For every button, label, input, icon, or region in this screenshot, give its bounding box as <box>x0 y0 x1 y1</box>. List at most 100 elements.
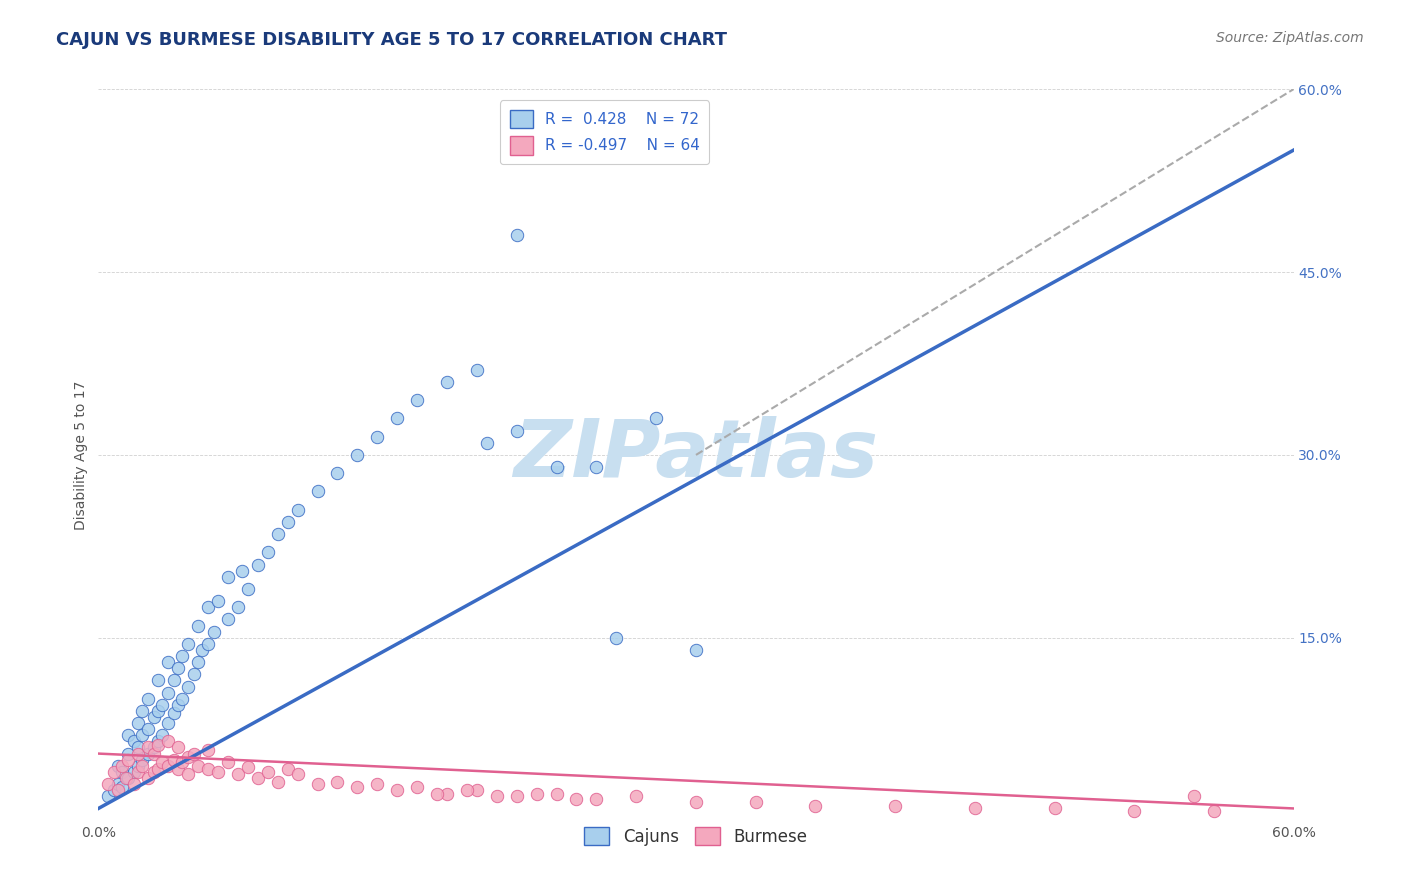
Point <box>115 771 138 785</box>
Point <box>685 796 707 810</box>
Text: Source: ZipAtlas.com: Source: ZipAtlas.com <box>1216 31 1364 45</box>
Point <box>277 515 299 529</box>
Point <box>163 673 186 688</box>
Point <box>163 706 186 721</box>
Point <box>436 375 458 389</box>
Point <box>267 774 290 789</box>
Point <box>307 484 329 499</box>
Point <box>585 460 607 475</box>
Point <box>326 466 349 480</box>
Point <box>197 600 219 615</box>
Point <box>217 755 239 769</box>
Point <box>426 787 449 801</box>
Point <box>406 780 429 794</box>
Point <box>136 771 159 785</box>
Point <box>256 545 278 559</box>
Point <box>117 728 139 742</box>
Point <box>236 760 259 774</box>
Point <box>124 734 146 748</box>
Point <box>163 753 186 767</box>
Point <box>148 704 170 718</box>
Point <box>1202 804 1225 818</box>
Text: ZIPatlas: ZIPatlas <box>513 416 879 494</box>
Point <box>183 747 205 761</box>
Point <box>256 764 278 779</box>
Point <box>127 764 149 779</box>
Point <box>143 764 166 779</box>
Point <box>246 771 269 785</box>
Point <box>236 582 259 596</box>
Point <box>346 448 368 462</box>
Point <box>127 747 149 761</box>
Point <box>506 228 529 243</box>
Point <box>217 570 239 584</box>
Point <box>136 740 159 755</box>
Point <box>172 755 194 769</box>
Point <box>103 783 125 797</box>
Point <box>506 424 529 438</box>
Point <box>143 740 166 755</box>
Legend: Cajuns, Burmese: Cajuns, Burmese <box>578 821 814 853</box>
Point <box>1123 804 1146 818</box>
Point <box>465 783 488 797</box>
Point <box>167 698 190 712</box>
Point <box>526 787 548 801</box>
Point <box>226 767 249 781</box>
Point <box>1043 801 1066 815</box>
Point <box>366 777 388 791</box>
Y-axis label: Disability Age 5 to 17: Disability Age 5 to 17 <box>75 380 89 530</box>
Point <box>685 643 707 657</box>
Point <box>131 758 153 772</box>
Point <box>117 771 139 785</box>
Point <box>231 564 253 578</box>
Point <box>148 673 170 688</box>
Point <box>131 704 153 718</box>
Point <box>136 723 159 737</box>
Point <box>127 740 149 755</box>
Point <box>385 783 409 797</box>
Point <box>148 763 170 777</box>
Point <box>475 435 498 450</box>
Point <box>804 799 827 814</box>
Point <box>177 680 200 694</box>
Point <box>167 740 190 755</box>
Point <box>546 460 568 475</box>
Point <box>97 789 120 804</box>
Point <box>436 787 458 801</box>
Point <box>217 612 239 626</box>
Point <box>124 764 146 779</box>
Text: CAJUN VS BURMESE DISABILITY AGE 5 TO 17 CORRELATION CHART: CAJUN VS BURMESE DISABILITY AGE 5 TO 17 … <box>56 31 727 49</box>
Point <box>150 728 173 742</box>
Point <box>157 734 180 748</box>
Point <box>546 787 568 801</box>
Point <box>202 624 225 639</box>
Point <box>506 789 529 804</box>
Point <box>307 777 329 791</box>
Point <box>565 791 588 805</box>
Point <box>485 789 508 804</box>
Point <box>346 780 368 794</box>
Point <box>277 763 299 777</box>
Point <box>157 758 180 772</box>
Point <box>187 655 209 669</box>
Point <box>107 777 129 791</box>
Point <box>131 728 153 742</box>
Point <box>97 777 120 791</box>
Point <box>167 763 190 777</box>
Point <box>127 758 149 772</box>
Point <box>157 716 180 731</box>
Point <box>117 753 139 767</box>
Point <box>111 764 134 779</box>
Point <box>226 600 249 615</box>
Point <box>884 799 907 814</box>
Point <box>117 747 139 761</box>
Point <box>148 734 170 748</box>
Point <box>150 698 173 712</box>
Point <box>326 774 349 789</box>
Point <box>197 743 219 757</box>
Point <box>745 796 768 810</box>
Point <box>187 618 209 632</box>
Point <box>287 767 309 781</box>
Point <box>157 655 180 669</box>
Point <box>207 594 229 608</box>
